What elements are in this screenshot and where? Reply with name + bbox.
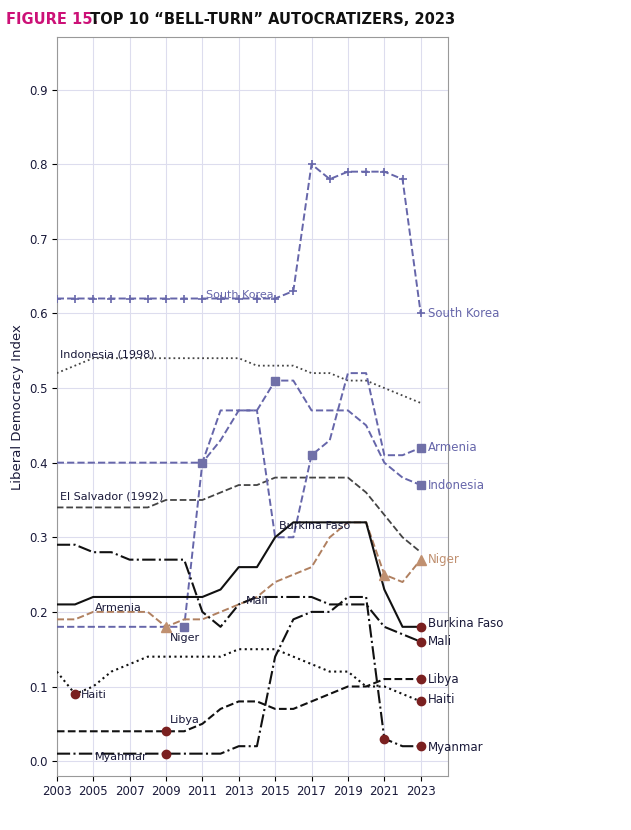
Text: Indonesia: Indonesia [428,479,485,491]
Text: Haiti: Haiti [80,691,106,701]
Text: Mali: Mali [428,635,452,648]
Text: Haiti: Haiti [428,693,456,706]
Text: TOP 10 “BELL-TURN” AUTOCRATIZERS, 2023: TOP 10 “BELL-TURN” AUTOCRATIZERS, 2023 [85,12,456,27]
Text: FIGURE 15.: FIGURE 15. [6,12,98,27]
Text: Libya: Libya [170,715,199,725]
Text: Mali: Mali [246,596,269,606]
Text: Armenia: Armenia [95,603,142,613]
Text: Armenia: Armenia [428,442,478,454]
Text: Burkina Faso: Burkina Faso [428,617,504,630]
Text: Niger: Niger [170,633,200,643]
Text: Niger: Niger [428,553,460,566]
Text: South Korea: South Korea [206,290,274,300]
Text: Burkina Faso: Burkina Faso [279,521,350,531]
Text: Libya: Libya [428,672,459,686]
Text: El Salvador (1992): El Salvador (1992) [61,491,164,501]
Text: Myanmar: Myanmar [95,753,148,763]
Text: Indonesia (1998): Indonesia (1998) [61,349,155,359]
Text: South Korea: South Korea [428,307,499,320]
Y-axis label: Liberal Democracy Index: Liberal Democracy Index [11,324,23,490]
Text: Myanmar: Myanmar [428,741,483,754]
